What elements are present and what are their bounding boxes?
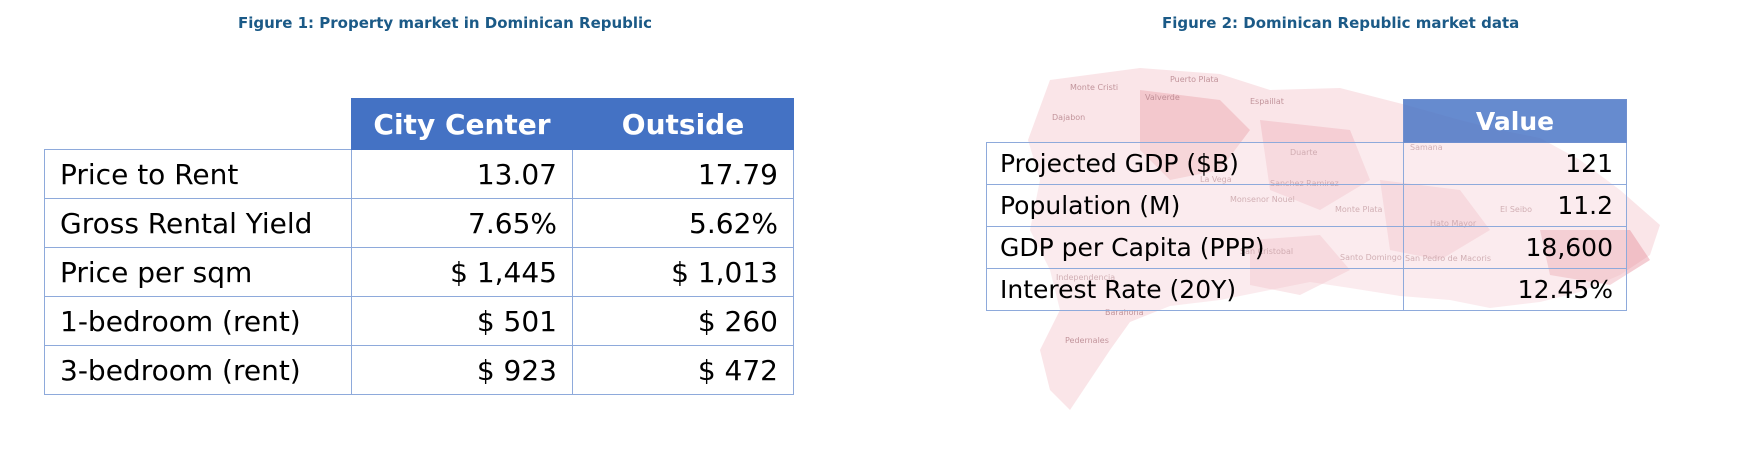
header-blank-cell	[45, 99, 352, 150]
table-row: 1-bedroom (rent) $ 501 $ 260	[44, 296, 794, 346]
table-row: Interest Rate (20Y) 12.45%	[986, 268, 1627, 311]
table-row: Price per sqm $ 1,445 $ 1,013	[44, 247, 794, 297]
figure1-title: Figure 1: Property market in Dominican R…	[238, 14, 653, 32]
map-label: Valverde	[1145, 93, 1180, 102]
outside-value: 5.62%	[572, 198, 794, 248]
outside-value: $ 1,013	[572, 247, 794, 297]
header-blank-cell	[987, 100, 1404, 143]
header-outside: Outside	[572, 98, 794, 150]
map-label: Monte Cristi	[1070, 83, 1118, 92]
map-label: Puerto Plata	[1170, 75, 1219, 84]
table-row: Gross Rental Yield 7.65% 5.62%	[44, 198, 794, 248]
city-center-value: $ 923	[351, 345, 573, 395]
map-label: Espaillat	[1250, 97, 1284, 106]
row-value: 11.2	[1403, 184, 1627, 227]
row-label: GDP per Capita (PPP)	[986, 226, 1404, 269]
row-value: 121	[1403, 142, 1627, 185]
row-label: Price to Rent	[44, 149, 352, 199]
city-center-value: $ 501	[351, 296, 573, 346]
map-label: Dajabon	[1052, 113, 1085, 122]
header-city-center: City Center	[351, 98, 573, 150]
row-label: Interest Rate (20Y)	[986, 268, 1404, 311]
outside-value: 17.79	[572, 149, 794, 199]
table-row: Projected GDP ($B) 121	[986, 142, 1627, 185]
figure2-title: Figure 2: Dominican Republic market data	[1162, 14, 1520, 32]
table-row: 3-bedroom (rent) $ 923 $ 472	[44, 345, 794, 395]
table-row: Population (M) 11.2	[986, 184, 1627, 227]
map-label: Pedernales	[1065, 336, 1109, 345]
row-label: 3-bedroom (rent)	[44, 345, 352, 395]
market-data-table: Value Projected GDP ($B) 121 Population …	[986, 99, 1627, 311]
city-center-value: 13.07	[351, 149, 573, 199]
header-value: Value	[1403, 99, 1627, 143]
row-label: 1-bedroom (rent)	[44, 296, 352, 346]
table-row: Price to Rent 13.07 17.79	[44, 149, 794, 199]
row-label: Projected GDP ($B)	[986, 142, 1404, 185]
row-value: 18,600	[1403, 226, 1627, 269]
table-header-row: City Center Outside	[45, 98, 794, 150]
row-label: Price per sqm	[44, 247, 352, 297]
city-center-value: $ 1,445	[351, 247, 573, 297]
row-label: Population (M)	[986, 184, 1404, 227]
row-label: Gross Rental Yield	[44, 198, 352, 248]
city-center-value: 7.65%	[351, 198, 573, 248]
table-header-row: Value	[987, 99, 1627, 143]
outside-value: $ 472	[572, 345, 794, 395]
outside-value: $ 260	[572, 296, 794, 346]
map-label: Barahona	[1105, 308, 1144, 317]
row-value: 12.45%	[1403, 268, 1627, 311]
table-row: GDP per Capita (PPP) 18,600	[986, 226, 1627, 269]
property-market-table: City Center Outside Price to Rent 13.07 …	[44, 98, 794, 395]
